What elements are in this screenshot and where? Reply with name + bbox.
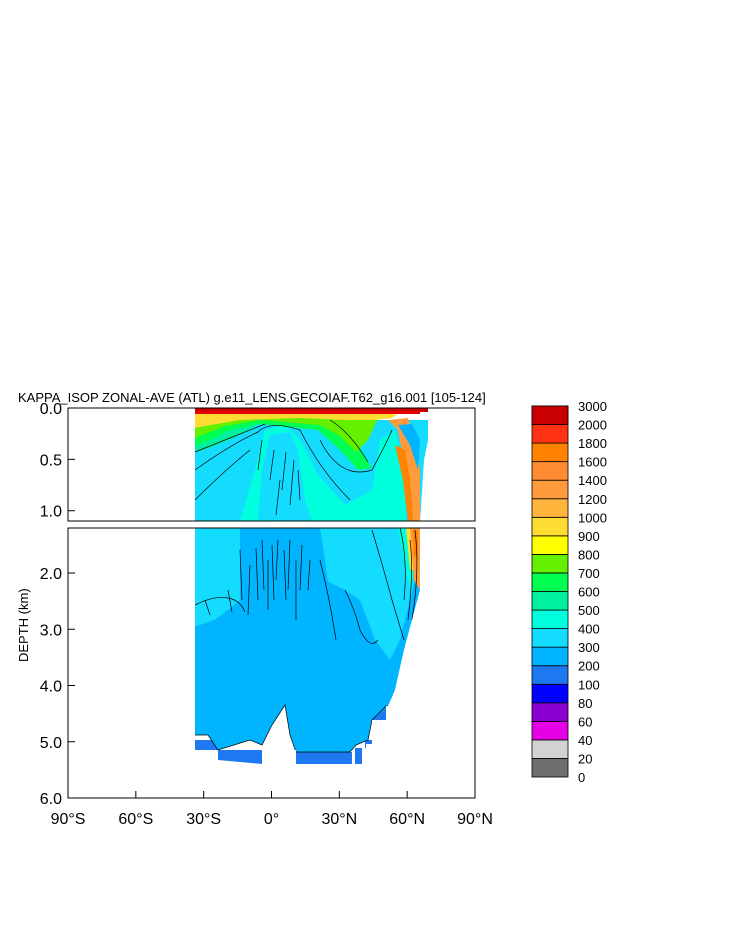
- x-tick-label: 60°S: [118, 811, 153, 828]
- axes-layer: 90°S 60°S 30°S 0° 30°N 60°N 90°N 0.0 0.5 1.0 2.0 3.…: [40, 401, 493, 828]
- x-tick-label: 90°N: [457, 811, 493, 828]
- lower-field: [194, 527, 475, 798]
- y-tick-label: 0.5: [40, 452, 62, 469]
- x-tick-label: 30°S: [186, 811, 221, 828]
- upper-region-400-core: [258, 432, 312, 521]
- y-tick-label: 1.0: [40, 504, 62, 521]
- y-tick-label: 5.0: [40, 735, 62, 752]
- x-tick-label: 30°N: [321, 811, 357, 828]
- colorbar-label: 500: [578, 603, 600, 618]
- lower-region-400: [195, 528, 420, 660]
- colorbar-swatch: [531, 702, 569, 722]
- y-tick-label: 0.0: [40, 401, 62, 418]
- y-tick-label: 6.0: [40, 791, 62, 808]
- colorbar-label: 200: [578, 659, 600, 674]
- colorbar-swatch: [531, 739, 569, 759]
- colorbar-label: 700: [578, 566, 600, 581]
- colorbar-swatch: [531, 758, 569, 778]
- upper-region-1000: [195, 412, 400, 428]
- colorbar-label: 400: [578, 622, 600, 637]
- lower-panel: [67, 527, 476, 799]
- colorbar-label: 40: [578, 733, 592, 748]
- y-tick-label: 4.0: [40, 679, 62, 696]
- colorbar-label: 1200: [578, 492, 607, 507]
- colorbar-swatch: [531, 535, 569, 555]
- colorbar-label: 2000: [578, 418, 607, 433]
- upper-contour-3: [194, 419, 369, 463]
- lower-contour-streaks: [204, 539, 311, 620]
- upper-contour-4: [257, 439, 301, 516]
- upper-field: [194, 408, 475, 521]
- colorbar-label: 1600: [578, 455, 607, 470]
- colorbar-swatch: [531, 442, 569, 463]
- colorbar-swatch: [531, 424, 569, 444]
- colorbar-swatch: [531, 405, 569, 425]
- colorbar-label: 3000: [578, 399, 607, 414]
- colorbar-label: 600: [578, 585, 600, 600]
- upper-region-north-core: [398, 424, 420, 470]
- lower-contour-4: [399, 527, 418, 621]
- colorbar-swatch: [531, 646, 569, 667]
- chart-title: KAPPA_ISOP ZONAL-AVE (ATL) g.e11_LENS.GE…: [18, 390, 486, 405]
- colorbar-swatch: [531, 609, 569, 629]
- colorbar-swatch: [531, 461, 569, 481]
- colorbar-swatch: [531, 516, 569, 537]
- lower-contour-1: [194, 596, 246, 613]
- lower-contour-2: [319, 559, 379, 644]
- colorbar-swatch: [531, 554, 569, 574]
- x-tick-label: 90°S: [51, 811, 86, 828]
- upper-region-800: [195, 414, 380, 452]
- x-tick-label: 0°: [264, 811, 279, 828]
- lower-contour-abyss: [195, 704, 388, 753]
- colorbar: 0 20 40 60 80 100 200 300 400 500 600 700 800 900 1000…: [531, 399, 607, 785]
- colorbar-label: 60: [578, 714, 592, 729]
- upper-mask: [420, 408, 475, 521]
- colorbar-label: 800: [578, 547, 600, 562]
- colorbar-label: 0: [578, 770, 585, 785]
- colorbar-swatch: [531, 591, 569, 611]
- colorbar-label: 80: [578, 696, 592, 711]
- upper-contour-2: [194, 429, 393, 501]
- colorbar-label: 100: [578, 677, 600, 692]
- upper-region-700: [195, 416, 372, 470]
- colorbar-swatch: [531, 720, 569, 741]
- colorbar-swatch: [531, 572, 569, 592]
- colorbar-label: 1800: [578, 436, 607, 451]
- upper-contour-1: [194, 425, 351, 501]
- colorbar-swatch: [531, 628, 569, 648]
- colorbar-label: 1000: [578, 510, 607, 525]
- colorbar-swatch: [531, 665, 569, 685]
- upper-panel: [67, 407, 476, 522]
- lower-mask: [195, 528, 475, 798]
- y-axis-label: DEPTH (km): [16, 588, 31, 662]
- colorbar-label: 1400: [578, 473, 607, 488]
- colorbar-label: 20: [578, 751, 592, 766]
- upper-axes-border: [67, 407, 476, 522]
- y-tick-label: 2.0: [40, 566, 62, 583]
- lower-contour-3: [371, 529, 405, 641]
- upper-region-1600: [395, 445, 413, 521]
- colorbar-label: 900: [578, 529, 600, 544]
- y-tick-label: 3.0: [40, 622, 62, 639]
- colorbar-swatch: [531, 683, 569, 704]
- colorbar-swatch: [531, 479, 569, 500]
- colorbar-swatch: [531, 498, 569, 518]
- x-tick-label: 60°N: [389, 811, 425, 828]
- colorbar-label: 300: [578, 640, 600, 655]
- lower-region-300-bulge: [240, 528, 336, 660]
- upper-region-surface-hot: [195, 411, 420, 414]
